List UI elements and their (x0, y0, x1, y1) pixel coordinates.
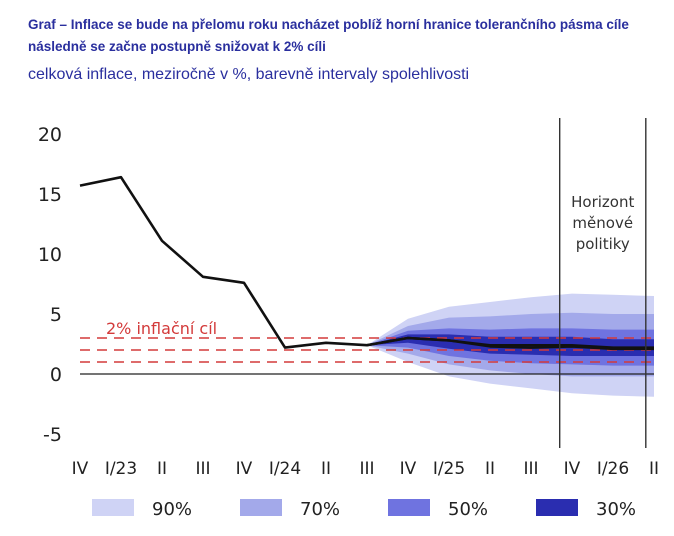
y-tick-label: 15 (38, 184, 62, 206)
horizon-label-line-2: politiky (576, 235, 630, 253)
y-tick-label: 5 (50, 304, 62, 326)
y-tick-label: -5 (43, 424, 62, 446)
x-tick-label: I/26 (597, 459, 629, 479)
x-tick-label: I/24 (269, 459, 301, 479)
x-tick-label: II (649, 459, 659, 479)
legend-swatch-30pct (536, 499, 578, 516)
x-tick-label: III (195, 459, 210, 479)
legend-swatch-70pct (240, 499, 282, 516)
x-tick-label: III (359, 459, 374, 479)
legend-swatch-50pct (388, 499, 430, 516)
horizon-label-line-1: měnové (572, 214, 633, 232)
x-tick-label: IV (564, 459, 581, 479)
horizon-label-line-0: Horizont (571, 193, 634, 211)
chart-title: Graf – Inflace se bude na přelomu roku n… (28, 17, 629, 54)
legend-swatch-90pct (92, 499, 134, 516)
x-tick-label: IV (72, 459, 89, 479)
target-label: 2% inflační cíl (106, 319, 217, 338)
x-tick-label: II (157, 459, 167, 479)
y-tick-label: 20 (38, 124, 62, 146)
x-tick-label: II (485, 459, 495, 479)
x-tick-label: I/23 (105, 459, 137, 479)
x-tick-label: I/25 (433, 459, 465, 479)
x-tick-label: III (523, 459, 538, 479)
series-line-0 (79, 175, 654, 351)
x-tick-label: IV (400, 459, 417, 479)
legend-label: 30% (596, 499, 636, 520)
legend-label: 50% (448, 499, 488, 520)
chart-subtitle: celková inflace, meziročně v %, barevně … (28, 66, 470, 83)
x-tick-label: II (321, 459, 331, 479)
y-tick-label: 0 (50, 364, 62, 386)
legend-label: 90% (152, 499, 192, 520)
legend-label: 70% (300, 499, 340, 520)
x-tick-label: IV (236, 459, 253, 479)
y-tick-label: 10 (38, 244, 62, 266)
